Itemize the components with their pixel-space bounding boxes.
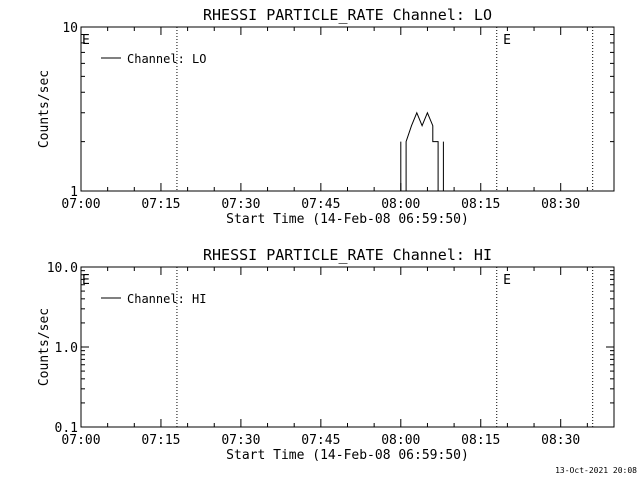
legend-label: Channel: LO (127, 52, 206, 66)
y-axis-label: Counts/sec (37, 70, 52, 148)
y-axis-label: Counts/sec (37, 308, 52, 386)
y-tick-label: 10 (62, 21, 78, 36)
x-tick-label: 08:00 (381, 433, 420, 448)
footer-timestamp: 13-Oct-2021 20:08 (555, 466, 637, 475)
y-tick-label: 1.0 (55, 341, 78, 356)
x-axis-label: Start Time (14-Feb-08 06:59:50) (226, 212, 469, 227)
x-tick-label: 08:15 (461, 197, 500, 212)
chart-title: RHESSI PARTICLE_RATE Channel: LO (203, 6, 492, 24)
y-tick-label: 10.0 (47, 261, 78, 276)
x-tick-label: 07:15 (141, 197, 180, 212)
annotation-e: E (503, 33, 511, 48)
y-tick-label: 0.1 (55, 421, 78, 436)
legend-label: Channel: HI (127, 292, 206, 306)
x-tick-label: 07:30 (221, 433, 260, 448)
x-tick-label: 07:00 (61, 197, 100, 212)
annotation-e: E (503, 273, 511, 288)
annotation-e: E (82, 33, 90, 48)
chart-title: RHESSI PARTICLE_RATE Channel: HI (203, 246, 492, 264)
x-tick-label: 08:15 (461, 433, 500, 448)
chart-1: RHESSI PARTICLE_RATE Channel: LO 1 10 Count… (37, 6, 615, 227)
chart-2: RHESSI PARTICLE_RATE Channel: HI 0.1 1.0 10… (37, 246, 615, 463)
x-tick-label: 08:30 (541, 433, 580, 448)
x-tick-label: 07:30 (221, 197, 260, 212)
x-tick-label: 07:45 (301, 433, 340, 448)
x-tick-label: 08:00 (381, 197, 420, 212)
plot-frame (80, 266, 615, 428)
x-tick-label: 07:15 (141, 433, 180, 448)
series-line (400, 111, 444, 192)
y-tick-label: 1 (70, 185, 78, 200)
x-tick-label: 07:00 (61, 433, 100, 448)
x-tick-label: 07:45 (301, 197, 340, 212)
x-axis-label: Start Time (14-Feb-08 06:59:50) (226, 448, 469, 463)
x-tick-label: 08:30 (541, 197, 580, 212)
annotation-e: E (82, 273, 90, 288)
